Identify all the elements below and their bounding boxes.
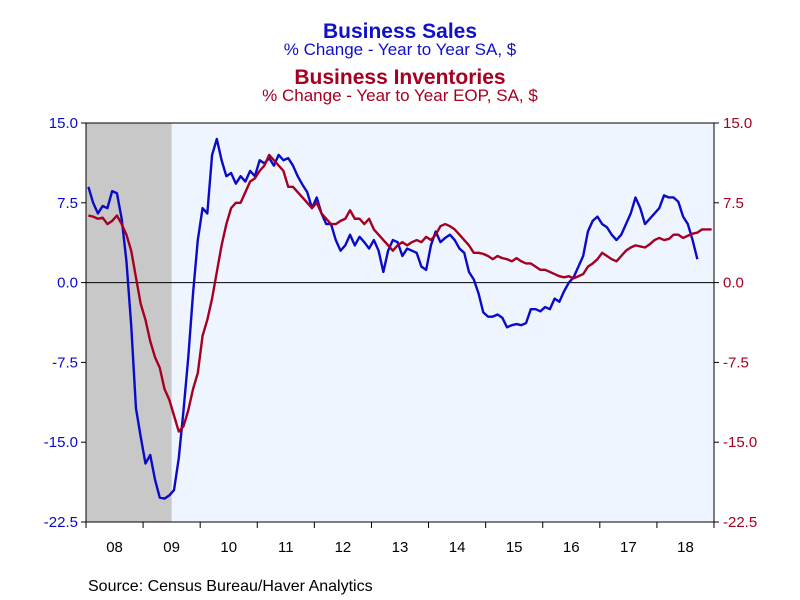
recession-shading: [86, 123, 172, 522]
left-y-tick-label: 7.5: [57, 195, 78, 212]
left-y-tick-label: -7.5: [52, 354, 78, 371]
chart-title-inventories: Business Inventories: [294, 66, 506, 89]
x-tick-label: 13: [392, 539, 409, 556]
x-tick-label: 18: [677, 539, 694, 556]
series-line-inventories: [88, 153, 712, 433]
right-y-tick-label: 15.0: [723, 115, 752, 132]
x-tick-label: 09: [163, 539, 180, 556]
left-y-tick-label: -22.5: [44, 514, 78, 531]
x-tick-label: 17: [620, 539, 637, 556]
chart-title-sales: Business Sales: [322, 20, 478, 43]
plot-frame: [85, 122, 715, 523]
right-y-tick-label: 0.0: [723, 275, 744, 292]
x-tick-label: 10: [220, 539, 237, 556]
right-y-tick-label: -15.0: [723, 434, 757, 451]
right-y-tick-label: -7.5: [723, 354, 749, 371]
x-tick-label: 16: [563, 539, 580, 556]
x-tick-label: 15: [506, 539, 523, 556]
left-y-tick-label: 0.0: [57, 275, 78, 292]
left-y-tick-label: 15.0: [49, 115, 78, 132]
chart-subtitle-sales: % Change - Year to Year SA, $: [283, 40, 517, 59]
left-y-tick-label: -15.0: [44, 434, 78, 451]
right-y-tick-label: -22.5: [723, 514, 757, 531]
x-tick-label: 12: [335, 539, 352, 556]
right-y-tick-label: 7.5: [723, 195, 744, 212]
chart-subtitle-inventories: % Change - Year to Year EOP, SA, $: [262, 86, 538, 105]
x-tick-label: 08: [106, 539, 123, 556]
x-tick-label: 14: [449, 539, 466, 556]
x-tick-label: 11: [278, 539, 294, 556]
source-note: Source: Census Bureau/Haver Analytics: [88, 578, 373, 595]
series-line-sales: [87, 137, 699, 500]
plot-area: [86, 123, 714, 522]
